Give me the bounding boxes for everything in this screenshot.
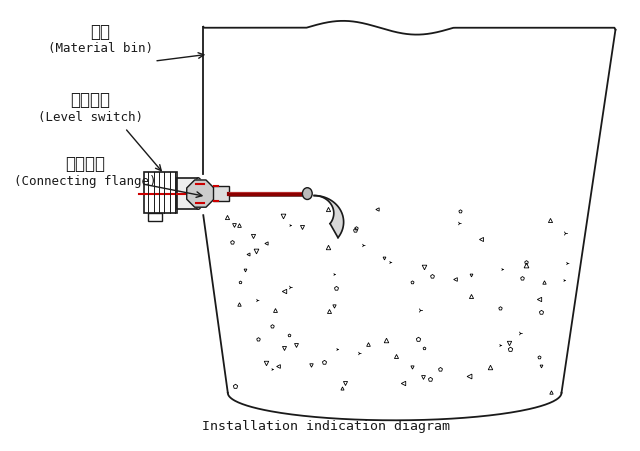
Bar	[213, 186, 228, 202]
Ellipse shape	[302, 188, 312, 200]
Polygon shape	[314, 196, 344, 238]
Text: 料位开关: 料位开关	[70, 91, 111, 109]
Ellipse shape	[193, 179, 204, 210]
Text: (Level switch): (Level switch)	[38, 111, 143, 124]
Text: (Connecting flange): (Connecting flange)	[14, 175, 157, 188]
Text: 连接法兰: 连接法兰	[65, 155, 106, 173]
Text: (Material bin): (Material bin)	[48, 42, 153, 55]
Bar	[148, 214, 162, 221]
Polygon shape	[187, 180, 214, 208]
Bar	[145, 173, 177, 214]
Bar	[177, 179, 198, 210]
Text: 料仓: 料仓	[90, 23, 110, 41]
Text: Installation indication diagram: Installation indication diagram	[202, 419, 450, 432]
